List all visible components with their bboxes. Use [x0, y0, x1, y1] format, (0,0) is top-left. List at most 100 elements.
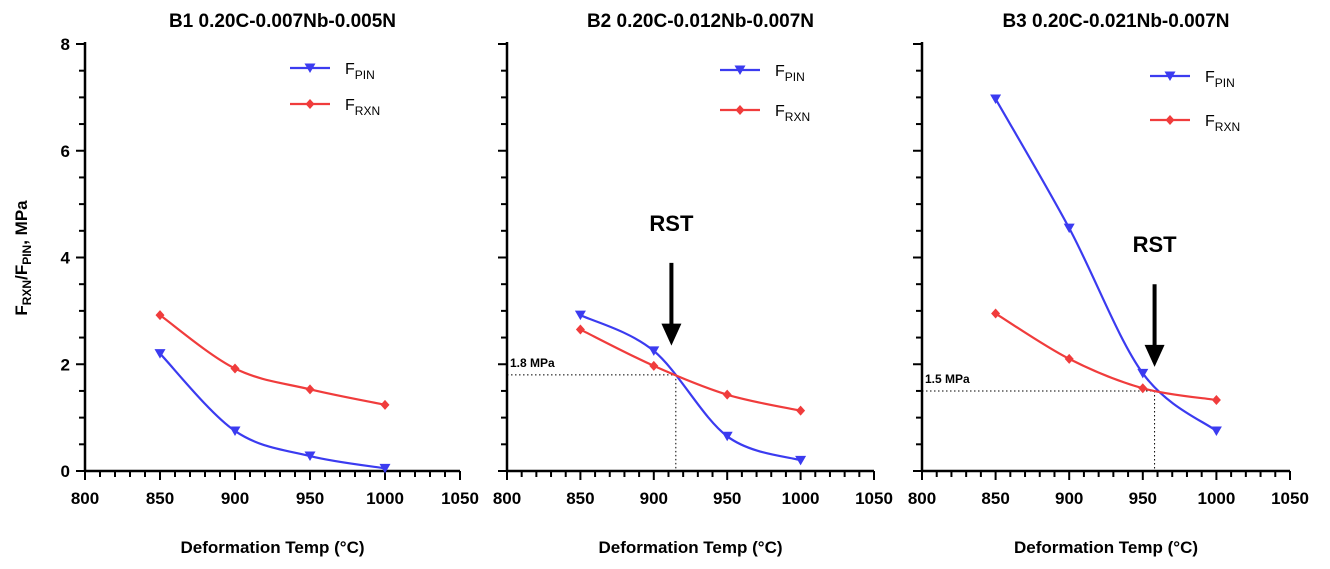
x-axis-label: Deformation Temp (°C)	[180, 538, 364, 557]
y-axis-label: FRXN/FPIN, MPa	[12, 200, 34, 316]
y-axis-label-part: PIN	[20, 245, 34, 265]
series-line-rxn	[159, 314, 386, 406]
x-tick-label: 1000	[1197, 489, 1235, 508]
legend-marker	[1164, 71, 1176, 81]
legend-entry-pin: FPIN	[1150, 69, 1235, 90]
legend-label-main: F	[775, 63, 785, 80]
data-point-pin	[574, 310, 586, 321]
data-point-rxn	[796, 405, 806, 416]
legend-entry-rxn: FRXN	[290, 97, 380, 118]
legend-label-sub: RXN	[355, 104, 380, 118]
guide-label: 1.8 MPa	[510, 356, 555, 370]
data-point-rxn	[649, 360, 659, 371]
series-line-rxn	[579, 328, 801, 412]
series-line-pin	[994, 98, 1218, 432]
x-tick-label: 800	[908, 489, 936, 508]
data-point-rxn	[380, 399, 390, 410]
legend-label-main: F	[775, 103, 785, 120]
rst-arrow-head	[661, 323, 682, 346]
data-point-pin	[795, 455, 807, 466]
chart-title: B3 0.20C-0.021Nb-0.007N	[1002, 11, 1229, 32]
chart-panel-1: B1 0.20C-0.007Nb-0.005N 0 2 4 6 8 800 850 900 950…	[61, 11, 479, 557]
x-tick-label: 850	[566, 489, 594, 508]
data-point-pin	[304, 451, 316, 462]
data-point-rxn	[155, 310, 165, 321]
legend-label-main: F	[345, 61, 355, 78]
legend-entry-rxn: FRXN	[720, 103, 810, 124]
x-tick-label: 1050	[441, 489, 479, 508]
legend-label-sub: RXN	[1215, 120, 1240, 134]
data-point-pin	[1063, 223, 1075, 234]
x-tick-label: 1000	[366, 489, 404, 508]
data-point-pin	[990, 94, 1002, 104]
legend-label-sub: PIN	[785, 70, 805, 84]
data-point-pin	[229, 426, 241, 436]
x-tick-label: 1050	[855, 489, 893, 508]
y-tick-label: 6	[61, 142, 70, 161]
data-point-rxn	[991, 308, 1001, 319]
rst-label: RST	[649, 211, 694, 236]
legend-label: FPIN	[1205, 69, 1235, 90]
legend-marker	[305, 99, 315, 109]
legend-label-sub: PIN	[355, 68, 375, 82]
x-axis-label: Deformation Temp (°C)	[598, 538, 782, 557]
rst-label: RST	[1133, 232, 1178, 257]
data-point-pin	[721, 431, 733, 442]
legend-label-main: F	[1205, 113, 1215, 130]
data-point-pin	[648, 346, 660, 356]
chart-title: B1 0.20C-0.007Nb-0.005N	[169, 11, 396, 32]
x-tick-label: 950	[296, 489, 324, 508]
legend-entry-rxn: FRXN	[1150, 113, 1240, 134]
y-tick-label: 0	[61, 462, 70, 481]
series-line-pin	[579, 314, 801, 462]
y-tick-label: 4	[61, 249, 71, 268]
data-point-pin	[379, 463, 391, 474]
legend-label: FPIN	[775, 63, 805, 84]
rst-arrow-head	[1144, 344, 1165, 367]
x-tick-label: 950	[1129, 489, 1157, 508]
legend-marker	[304, 63, 316, 73]
y-axis-label-part: RXN	[20, 280, 34, 305]
x-tick-label: 1050	[1271, 489, 1309, 508]
legend-label: FRXN	[775, 103, 810, 124]
data-point-rxn	[230, 363, 240, 374]
data-point-rxn	[1138, 383, 1148, 394]
data-point-rxn	[1064, 353, 1074, 364]
y-axis-label-text: FRXN/FPIN, MPa	[12, 200, 34, 316]
x-tick-label: 900	[1055, 489, 1083, 508]
data-point-rxn	[722, 389, 732, 400]
legend-label-sub: PIN	[1215, 76, 1235, 90]
data-point-pin	[154, 349, 166, 359]
data-point-pin	[1210, 426, 1222, 436]
series-line-pin	[159, 352, 386, 470]
legend-marker	[734, 65, 746, 75]
legend-label-main: F	[345, 97, 355, 114]
x-tick-label: 850	[981, 489, 1009, 508]
y-tick-label: 2	[61, 355, 70, 374]
x-tick-label: 900	[640, 489, 668, 508]
y-axis-label-part: /F	[12, 265, 31, 280]
legend-label: FPIN	[345, 61, 375, 82]
legend-marker	[1165, 115, 1175, 125]
chart-title: B2 0.20C-0.012Nb-0.007N	[587, 11, 814, 32]
x-tick-label: 800	[71, 489, 99, 508]
legend-label: FRXN	[1205, 113, 1240, 134]
legend-marker	[735, 105, 745, 115]
data-point-rxn	[305, 384, 315, 395]
legend-entry-pin: FPIN	[720, 63, 805, 84]
legend-entry-pin: FPIN	[290, 61, 375, 82]
guide-label: 1.5 MPa	[925, 372, 970, 386]
y-axis-label-part: F	[12, 305, 31, 315]
x-tick-label: 1000	[782, 489, 820, 508]
series-line-rxn	[995, 312, 1217, 402]
legend-label-main: F	[1205, 69, 1215, 86]
x-tick-label: 800	[493, 489, 521, 508]
data-point-rxn	[1211, 395, 1221, 406]
x-tick-label: 950	[713, 489, 741, 508]
chart-panel-2: B2 0.20C-0.012Nb-0.007N 800 850 900 950 1000 1…	[493, 11, 893, 557]
legend-label-sub: RXN	[785, 110, 810, 124]
x-tick-label: 850	[146, 489, 174, 508]
legend-label: FRXN	[345, 97, 380, 118]
data-point-pin	[1137, 368, 1149, 379]
